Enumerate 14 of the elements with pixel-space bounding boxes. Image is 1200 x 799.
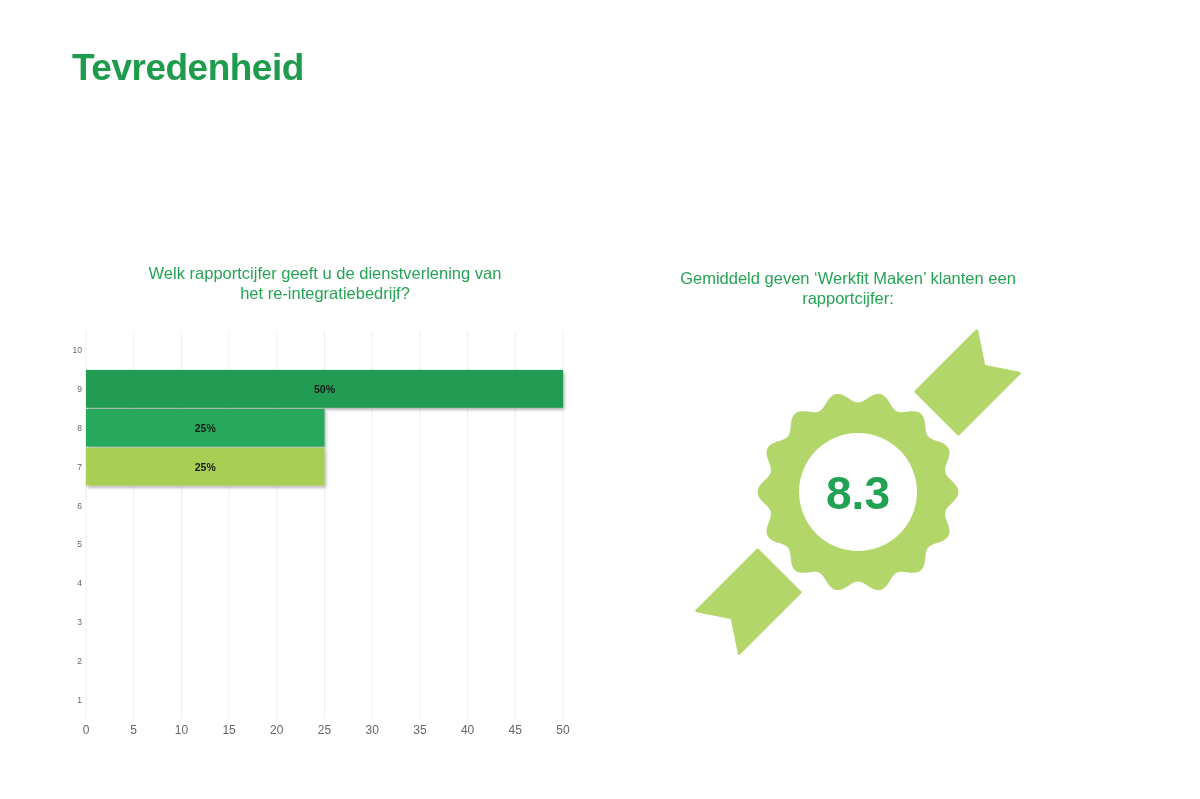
x-tick-label: 25 xyxy=(317,722,332,737)
x-tick-label: 20 xyxy=(270,722,284,737)
x-tick-label: 10 xyxy=(174,722,189,737)
x-tick-label: 30 xyxy=(365,722,380,737)
x-tick-label: 45 xyxy=(508,722,523,737)
x-tick-label: 0 xyxy=(82,722,90,737)
text: Tevredenheid xyxy=(72,47,304,88)
text: 8.3 xyxy=(826,467,890,519)
x-tick-label: 50 xyxy=(556,722,570,737)
text: Gemiddeld geven ‘Werkfit Maken’ klanten een rapportcijfer: xyxy=(680,269,1016,307)
x-tick-label: 15 xyxy=(222,722,237,737)
x-tick-label: 40 xyxy=(460,722,475,737)
x-tick-label: 5 xyxy=(130,722,138,737)
x-tick-label: 35 xyxy=(413,722,427,737)
